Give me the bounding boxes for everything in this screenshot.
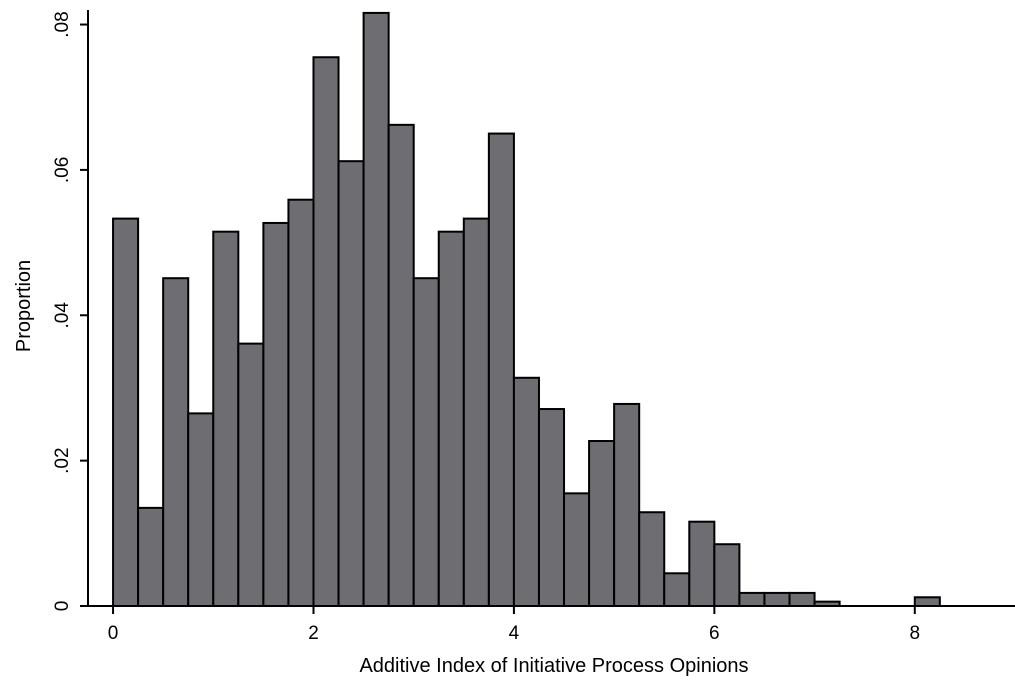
x-tick-label: 4 bbox=[509, 623, 520, 644]
histogram-bar bbox=[387, 123, 415, 608]
histogram-bar bbox=[763, 591, 791, 607]
histogram-bar bbox=[738, 591, 766, 607]
y-axis-title: Proportion bbox=[13, 260, 35, 352]
histogram-bar bbox=[362, 11, 390, 608]
histogram-bar bbox=[663, 572, 691, 607]
y-tick-label: .06 bbox=[52, 157, 73, 183]
histogram-bar bbox=[412, 277, 440, 607]
x-tick-label: 8 bbox=[909, 623, 920, 644]
x-tick-label: 2 bbox=[308, 623, 319, 644]
histogram-bar bbox=[788, 591, 816, 607]
y-tick-label: .04 bbox=[52, 302, 73, 329]
x-tick-label: 6 bbox=[709, 623, 720, 644]
y-axis: 0 .02 .04 .06 .08 bbox=[52, 10, 89, 612]
histogram-bar bbox=[563, 492, 591, 607]
histogram-bar bbox=[237, 342, 265, 607]
histogram-bar bbox=[613, 402, 641, 607]
histogram-bar bbox=[713, 543, 741, 607]
x-axis: 0 2 4 6 8 bbox=[88, 605, 1015, 644]
histogram-bar bbox=[312, 56, 340, 608]
histogram-bar bbox=[137, 506, 165, 607]
histogram-bar bbox=[437, 230, 465, 607]
histogram-bar bbox=[262, 221, 290, 607]
y-tick-label: 0 bbox=[52, 601, 73, 612]
histogram-bar bbox=[688, 520, 716, 607]
histogram-bar bbox=[112, 217, 140, 607]
histogram-bar bbox=[638, 511, 666, 607]
histogram-bar bbox=[287, 198, 315, 607]
histogram-bar bbox=[487, 132, 515, 607]
histogram-bar bbox=[537, 408, 566, 607]
histogram-bar bbox=[337, 160, 365, 607]
histogram-bar bbox=[462, 217, 490, 607]
bars-group bbox=[112, 11, 941, 608]
histogram-bar bbox=[162, 277, 190, 607]
x-tick-label: 0 bbox=[108, 623, 119, 644]
histogram-bar bbox=[913, 596, 941, 608]
histogram-bar bbox=[588, 440, 616, 608]
histogram-bar bbox=[512, 376, 540, 607]
y-tick-label: .02 bbox=[52, 447, 73, 473]
y-tick-label: .08 bbox=[52, 11, 73, 37]
x-axis-title: Additive Index of Initiative Process Opi… bbox=[359, 655, 748, 677]
histogram-bar bbox=[212, 230, 240, 607]
histogram-bar bbox=[187, 412, 215, 608]
